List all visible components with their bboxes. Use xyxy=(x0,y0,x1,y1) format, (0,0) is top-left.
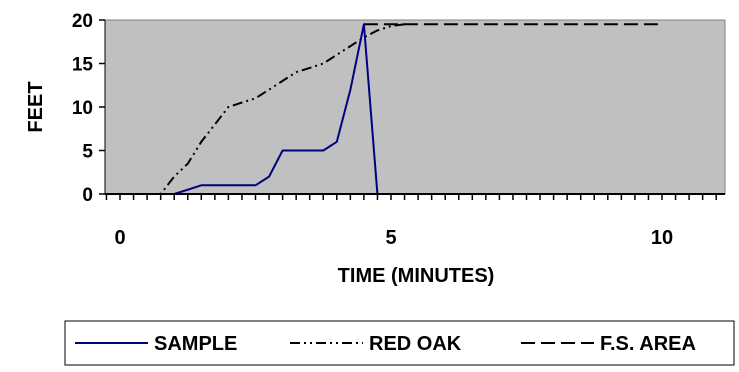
legend: SAMPLE RED OAK F.S. AREA xyxy=(75,333,696,355)
y-tick-label: 5 xyxy=(82,142,93,163)
y-tick-label: 10 xyxy=(72,98,93,119)
series-line-red-oak xyxy=(120,23,405,195)
y-ticks xyxy=(99,19,105,195)
x-tick-label: 0 xyxy=(114,227,125,249)
legend-label-f-s-area: F.S. AREA xyxy=(600,333,696,355)
x-tick-label: 10 xyxy=(651,227,673,249)
y-tick-labels: 0 5 10 15 20 xyxy=(72,11,94,206)
y-tick-label: 15 xyxy=(72,55,94,76)
x-tick-labels: 0 5 10 xyxy=(114,227,673,249)
x-minor-ticks xyxy=(105,194,717,200)
x-axis-label: TIME (MINUTES) xyxy=(338,265,495,287)
y-tick-label: 0 xyxy=(82,185,93,206)
x-tick-label: 5 xyxy=(385,227,396,249)
legend-box xyxy=(64,320,735,366)
legend-label-red-oak: RED OAK xyxy=(369,333,462,355)
y-tick-label: 20 xyxy=(72,11,93,32)
legend-label-sample: SAMPLE xyxy=(154,333,237,355)
plot-area xyxy=(104,19,726,195)
y-axis-label: FEET xyxy=(25,81,47,132)
